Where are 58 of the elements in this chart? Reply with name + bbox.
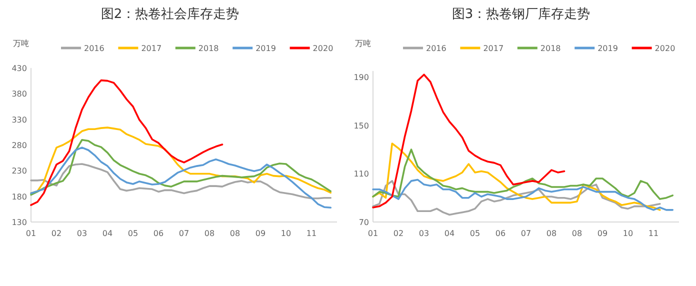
y-tick-label: 380 <box>12 90 27 99</box>
chart-title: 图2：热卷社会库存走势 <box>100 7 240 22</box>
legend-label: 2018 <box>540 44 561 53</box>
x-tick-label: 08 <box>546 229 557 238</box>
x-tick-label: 08 <box>204 229 215 238</box>
x-tick-label: 01 <box>368 229 378 238</box>
line-series <box>372 74 566 208</box>
x-tick-label: 04 <box>444 229 455 238</box>
x-tick-label: 06 <box>495 229 506 238</box>
line-series <box>372 180 661 216</box>
x-tick-label: 02 <box>51 229 62 238</box>
y-tick-label: 180 <box>12 192 27 202</box>
line-series <box>372 148 674 200</box>
x-tick-label: 10 <box>622 229 634 238</box>
y-tick-label: 130 <box>12 218 27 227</box>
x-tick-label: 05 <box>470 229 480 238</box>
y-axis-title: 万吨 <box>355 39 371 48</box>
legend-label: 2018 <box>198 44 219 53</box>
x-tick-label: 06 <box>153 229 164 238</box>
y-tick-label: 70 <box>358 218 369 227</box>
x-tick-label: 01 <box>26 229 36 238</box>
x-tick-label: 10 <box>280 229 292 238</box>
chart-title: 图3：热卷钢厂库存走势 <box>452 7 590 22</box>
y-tick-label: 150 <box>354 121 369 130</box>
y-axis-title: 万吨 <box>13 39 29 48</box>
line-series <box>372 142 661 211</box>
x-tick-label: 07 <box>178 229 190 238</box>
legend-label: 2019 <box>598 44 618 53</box>
x-tick-label: 03 <box>76 229 88 238</box>
line-series <box>30 138 332 196</box>
y-tick-label: 110 <box>354 170 369 179</box>
x-tick-label: 09 <box>597 229 608 238</box>
line-series <box>30 146 332 209</box>
x-tick-label: 08 <box>572 229 582 238</box>
legend-label: 2017 <box>483 44 504 53</box>
legend-label: 2020 <box>654 44 676 53</box>
y-tick-label: 230 <box>12 166 27 176</box>
x-tick-label: 09 <box>255 229 266 238</box>
line-series <box>30 79 224 206</box>
line-series <box>30 163 332 200</box>
y-tick-label: 330 <box>12 115 27 124</box>
legend-label: 2020 <box>312 44 334 53</box>
x-tick-label: 08 <box>230 229 240 238</box>
legend-label: 2016 <box>426 44 446 53</box>
x-tick-label: 11 <box>306 229 317 238</box>
x-tick-label: 04 <box>102 229 113 238</box>
y-tick-label: 280 <box>12 141 27 150</box>
x-tick-label: 02 <box>393 229 404 238</box>
y-tick-label: 430 <box>12 64 27 73</box>
x-tick-label: 11 <box>648 229 659 238</box>
x-tick-label: 03 <box>418 229 430 238</box>
x-tick-label: 07 <box>520 229 532 238</box>
legend-label: 2017 <box>141 44 162 53</box>
line-series <box>372 178 674 211</box>
y-tick-label: 190 <box>354 73 369 82</box>
legend-label: 2019 <box>256 44 276 53</box>
legend-label: 2016 <box>84 44 104 53</box>
x-tick-label: 05 <box>128 229 138 238</box>
